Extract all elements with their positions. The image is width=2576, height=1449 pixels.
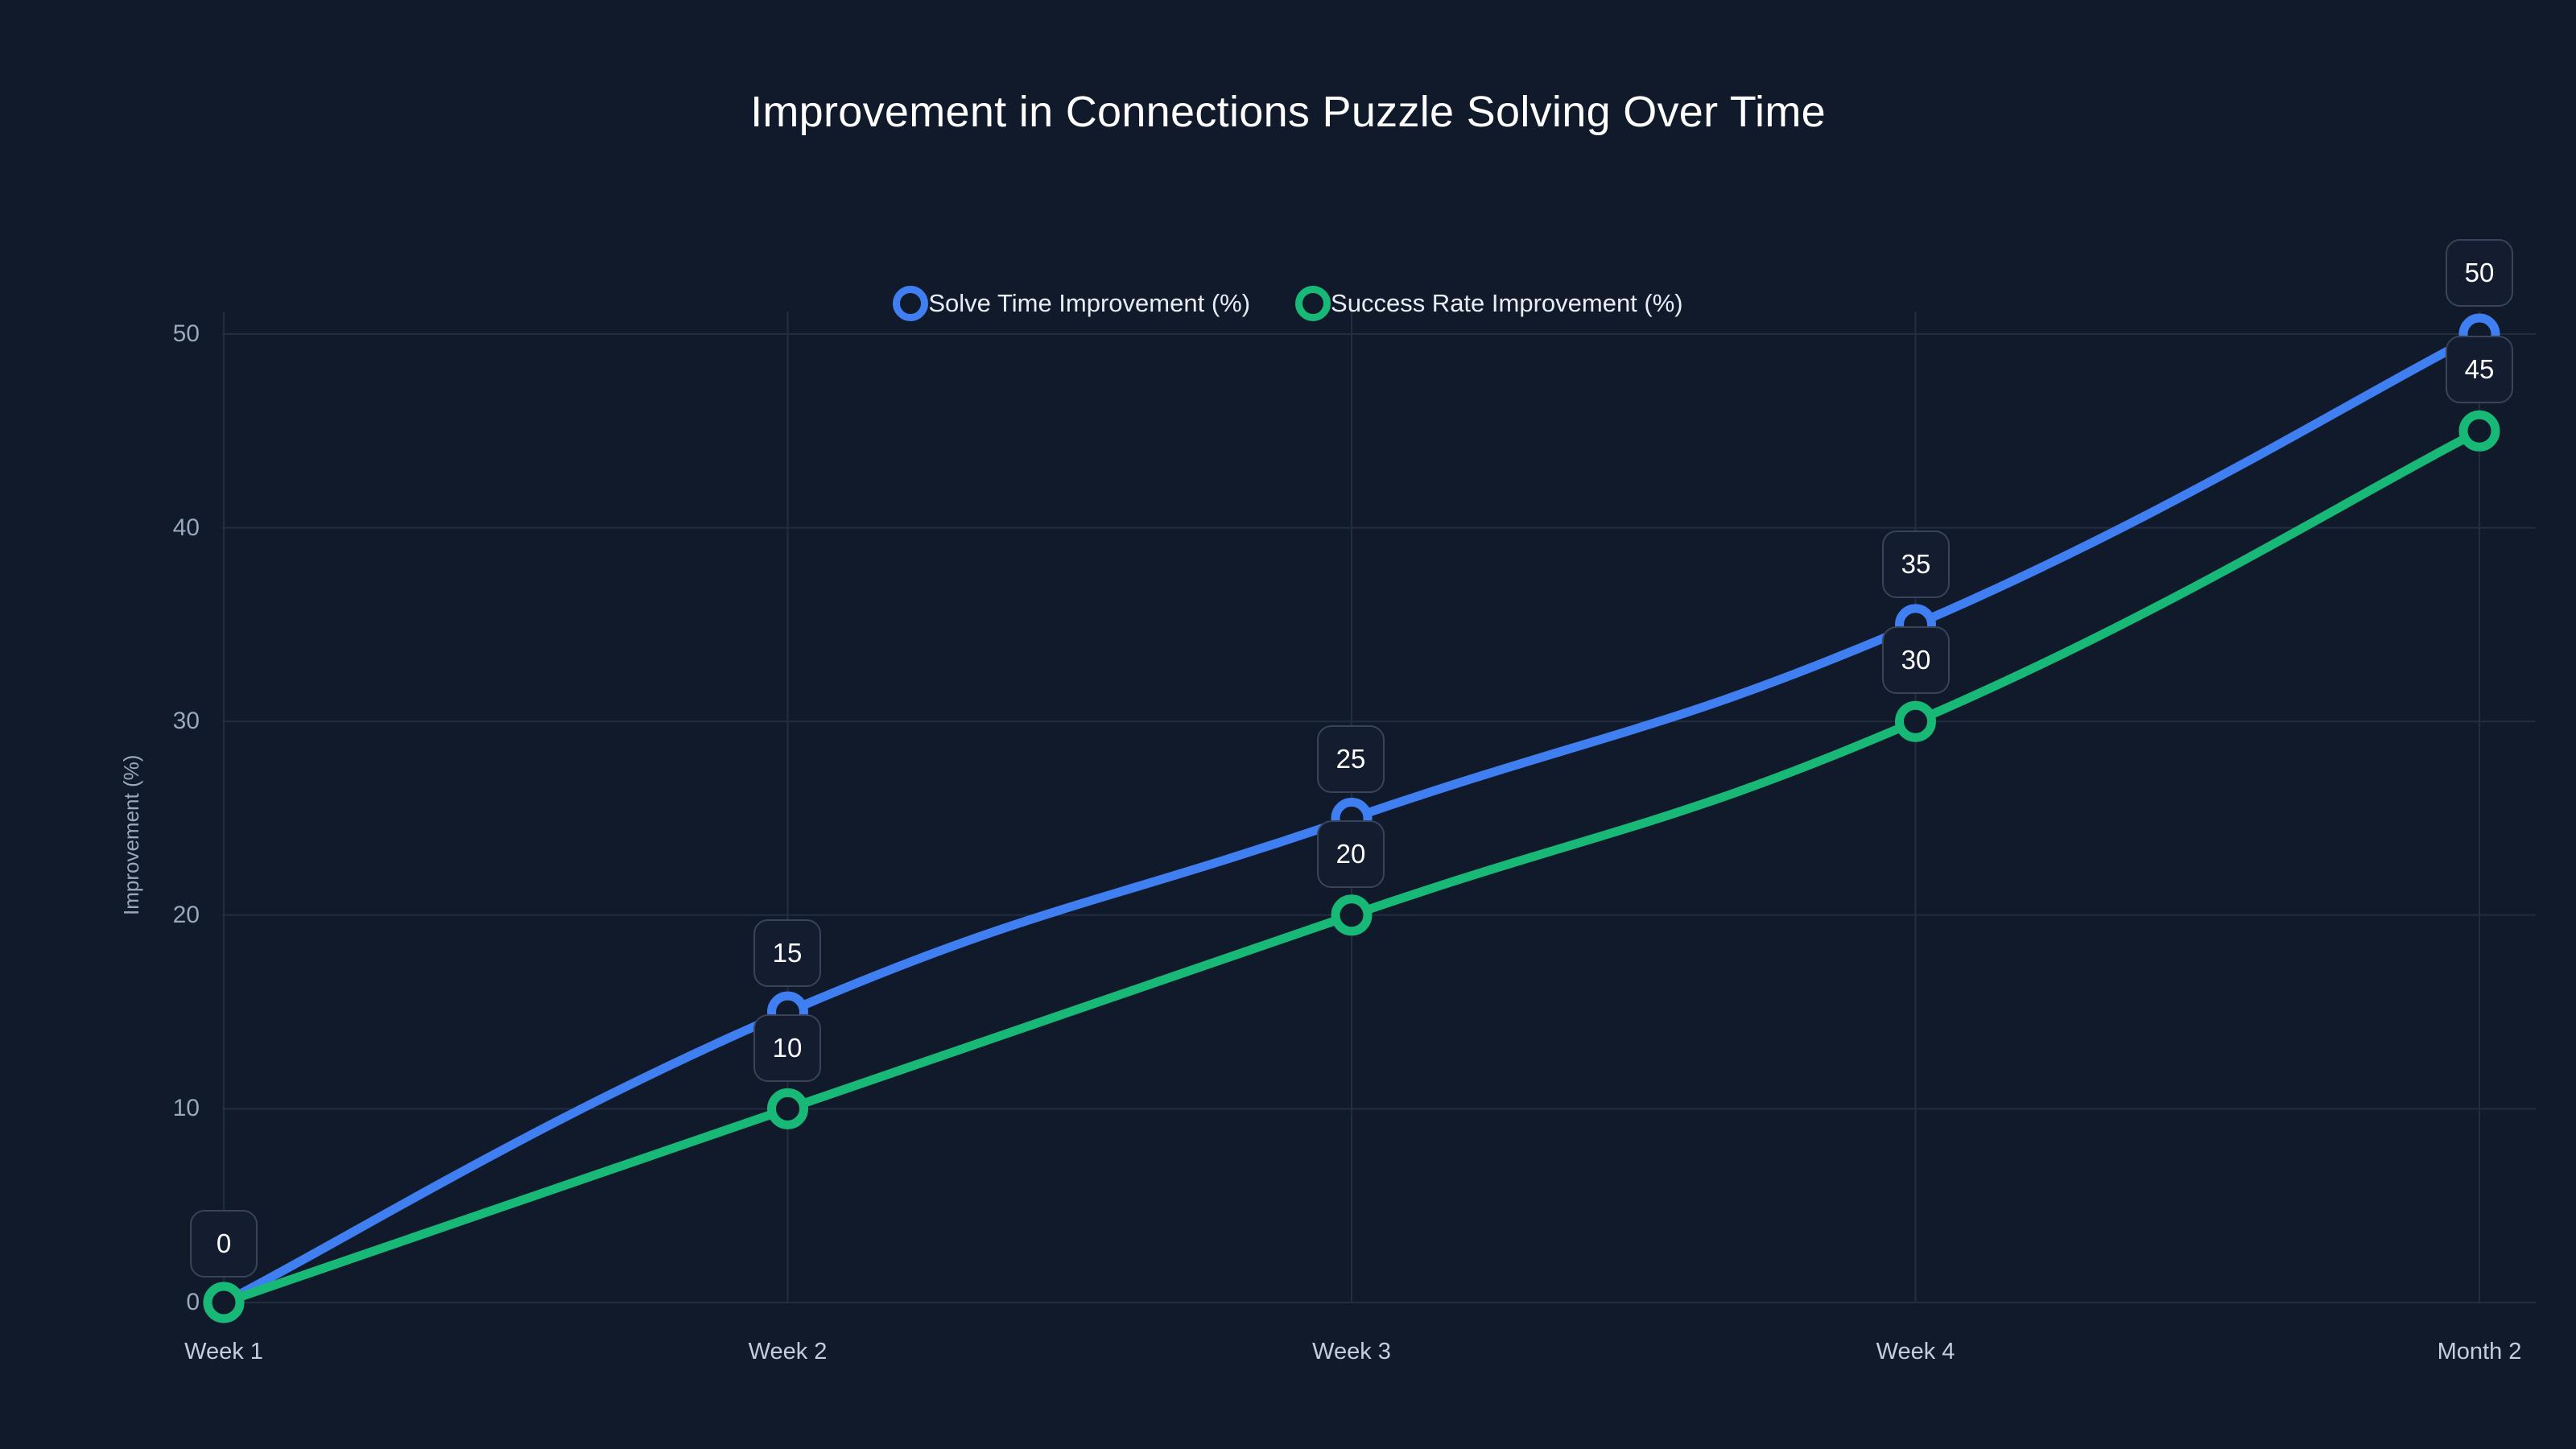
data-point-marker[interactable] — [1331, 894, 1373, 936]
legend-item-success-rate[interactable]: Success Rate Improvement (%) — [1295, 286, 1683, 321]
legend-label-success-rate: Success Rate Improvement (%) — [1331, 289, 1683, 317]
y-axis-tick-label: 50 — [172, 320, 200, 347]
data-point-value-badge: 35 — [1882, 530, 1950, 598]
legend-swatch-circle-icon — [893, 286, 929, 321]
data-point-value-badge: 30 — [1882, 626, 1950, 694]
data-point-marker[interactable] — [1895, 700, 1936, 742]
data-point-value-badge: 50 — [2446, 239, 2513, 307]
legend-label-solve-time: Solve Time Improvement (%) — [928, 289, 1251, 317]
data-point-marker[interactable] — [2458, 410, 2500, 452]
y-axis-tick-label: 40 — [172, 514, 200, 541]
y-axis-tick-label: 30 — [172, 708, 200, 735]
data-point-value-badge: 45 — [2446, 336, 2513, 403]
x-axis-tick-label: Week 1 — [184, 1339, 263, 1364]
chart-title: Improvement in Connections Puzzle Solvin… — [750, 88, 1826, 136]
data-point-value-badge: 25 — [1317, 725, 1385, 793]
data-point-value-badge: 0 — [190, 1210, 258, 1278]
legend-item-solve-time[interactable]: Solve Time Improvement (%) — [893, 286, 1250, 321]
data-point-marker[interactable] — [203, 1282, 245, 1323]
y-axis-tick-label: 20 — [172, 901, 200, 928]
x-axis-tick-label: Month 2 — [2437, 1339, 2522, 1364]
y-axis-tick-label: 0 — [186, 1289, 200, 1315]
data-point-value-badge: 10 — [753, 1014, 821, 1082]
legend-swatch-circle-icon — [1295, 286, 1331, 321]
x-axis-tick-label: Week 4 — [1876, 1339, 1955, 1364]
data-point-marker[interactable] — [767, 1088, 808, 1129]
x-axis-tick-label: Week 2 — [748, 1339, 828, 1364]
grid-lines — [222, 312, 2536, 1303]
y-axis-tick-label: 10 — [172, 1095, 200, 1122]
data-point-value-badge: 20 — [1317, 820, 1385, 888]
chart-legend: Solve Time Improvement (%) Success Rate … — [0, 286, 2576, 321]
y-axis-title: Improvement (%) — [119, 754, 143, 915]
data-point-value-badge: 15 — [753, 919, 821, 987]
x-axis-tick-label: Week 3 — [1312, 1339, 1391, 1364]
